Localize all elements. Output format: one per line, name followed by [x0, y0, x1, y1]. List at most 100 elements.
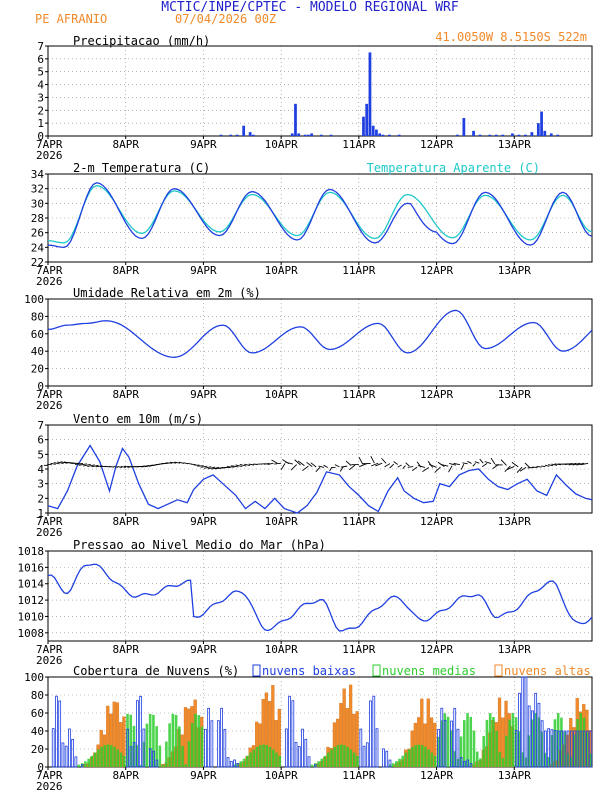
mslp-xtick-label: 12APR — [420, 643, 453, 656]
mslp-ytick-label: 1018 — [18, 545, 45, 558]
rh-xtick-label: 11APR — [342, 388, 375, 401]
temp-xtick-label: 10APR — [265, 264, 298, 277]
cloud-low-bar — [456, 728, 460, 768]
cloud-mid-bar — [443, 713, 447, 767]
precip-bar — [540, 111, 543, 136]
cloud-mid-bar — [492, 717, 495, 767]
cloud-mid-bar — [161, 764, 165, 767]
precip-bar — [530, 132, 534, 136]
precip-ytick-label: 2 — [37, 104, 44, 117]
wind-ytick-label: 3 — [37, 478, 44, 491]
cloud-mid-bar — [239, 761, 243, 767]
wind-vector-arrow — [381, 457, 387, 464]
precip-xtick-label: 12APR — [420, 138, 453, 151]
cloud-low-bar — [226, 757, 230, 768]
cloud-low-bar — [132, 741, 136, 768]
cloud-low-bar — [544, 730, 547, 768]
cloud-high-bar — [183, 707, 188, 768]
wind-vector-arrow — [402, 465, 406, 470]
cloud-low-bar — [563, 730, 567, 768]
cloud-low-bar — [304, 738, 308, 768]
wind-ytick-label: 4 — [37, 463, 44, 476]
wind-vector-arrow — [235, 464, 243, 467]
cloud-mid-bar — [339, 744, 343, 767]
clouds-ytick-label: 60 — [31, 707, 44, 720]
precip-ytick-label: 5 — [37, 66, 44, 79]
cloud-low-bar — [294, 742, 298, 768]
cloud-mid-bar — [158, 745, 162, 767]
wind-vector-arrow — [290, 464, 297, 471]
cloud-mid-bar — [518, 731, 521, 767]
wind-vector-arrow — [271, 459, 278, 464]
cloud-mid-bar — [505, 735, 508, 767]
clouds-legend-label: nuvens medias — [382, 664, 476, 678]
cloud-low-bar — [375, 728, 379, 768]
clouds-xtick-label: 10APR — [265, 769, 298, 782]
cloud-low-bar — [589, 730, 593, 768]
precip-bar — [242, 125, 246, 136]
cloud-low-bar — [139, 695, 143, 768]
wind-vector-arrow — [267, 462, 274, 466]
cloud-mid-bar — [310, 764, 314, 767]
precip-xtick-label: 7APR — [36, 138, 63, 151]
cloud-mid-bar — [508, 719, 511, 767]
wind-vector-arrow — [389, 463, 395, 469]
wind-vector-arrow — [358, 456, 364, 465]
cloud-mid-bar — [479, 758, 482, 767]
cloud-mid-bar — [521, 752, 524, 767]
temp-ytick-label: 30 — [31, 197, 44, 210]
precip-xtick-label: 10APR — [265, 138, 298, 151]
wind-vector-arrow — [453, 462, 460, 466]
clouds-ytick-label: 40 — [31, 725, 44, 738]
cloud-mid-bar — [233, 764, 236, 767]
temp-title: 2-m Temperatura (C) — [73, 161, 210, 175]
cloud-low-bar — [223, 728, 227, 768]
wind-vector-arrow — [481, 462, 488, 468]
precip-bar — [536, 123, 540, 136]
wind-vector-arrow — [536, 466, 542, 468]
wind-vector-arrow — [393, 461, 398, 465]
cloud-low-bar — [534, 692, 538, 768]
temp-xtick-label: 8APR — [112, 264, 139, 277]
cloud-mid-bar — [184, 764, 188, 767]
cloud-mid-bar — [155, 726, 158, 767]
cloud-low-bar — [569, 730, 573, 768]
cloud-mid-bar — [80, 763, 84, 767]
wind-vector-arrow — [190, 463, 196, 466]
precip-bar — [371, 125, 375, 136]
temp-xtick-label: 7APR — [36, 264, 63, 277]
cloud-low-bar — [385, 750, 389, 768]
cloud-low-bar — [531, 710, 534, 768]
cloud-low-bar — [463, 761, 466, 768]
wind-vector-arrow — [554, 463, 561, 466]
precip-bar — [381, 134, 385, 136]
wind-vector-arrow — [334, 464, 340, 468]
cloud-low-bar — [204, 728, 207, 768]
precip-bar — [329, 134, 333, 136]
cloud-mid-bar — [314, 763, 317, 767]
mslp-xtick-label: 7APR — [36, 643, 63, 656]
cloud-mid-bar — [135, 745, 139, 767]
wind-vector-arrow — [74, 463, 84, 465]
cloud-low-bar — [582, 730, 586, 768]
mslp-xtick-label: 8APR — [112, 643, 139, 656]
wind-vector-arrow — [580, 462, 589, 466]
location-label: PE AFRANIO — [35, 12, 107, 26]
cloud-low-bar — [307, 756, 311, 768]
wind-vector-arrow — [274, 462, 282, 465]
cloud-mid-bar — [258, 745, 262, 767]
precip-ytick-label: 3 — [37, 91, 44, 104]
wind-vector-arrow — [248, 463, 255, 466]
mslp-ytick-label: 1016 — [18, 561, 45, 574]
wind-vector-arrow — [407, 466, 414, 468]
cloud-low-bar — [74, 756, 78, 768]
cloud-low-bar — [586, 730, 589, 768]
rh-xtick-label: 8APR — [112, 388, 139, 401]
cloud-mid-bar — [446, 716, 450, 767]
cloud-mid-bar — [333, 746, 337, 767]
cloud-mid-bar — [265, 745, 269, 767]
temp-xtick-label: 9APR — [190, 264, 217, 277]
wind-vector-arrow — [264, 462, 270, 465]
wind-vector-arrow — [490, 457, 496, 465]
